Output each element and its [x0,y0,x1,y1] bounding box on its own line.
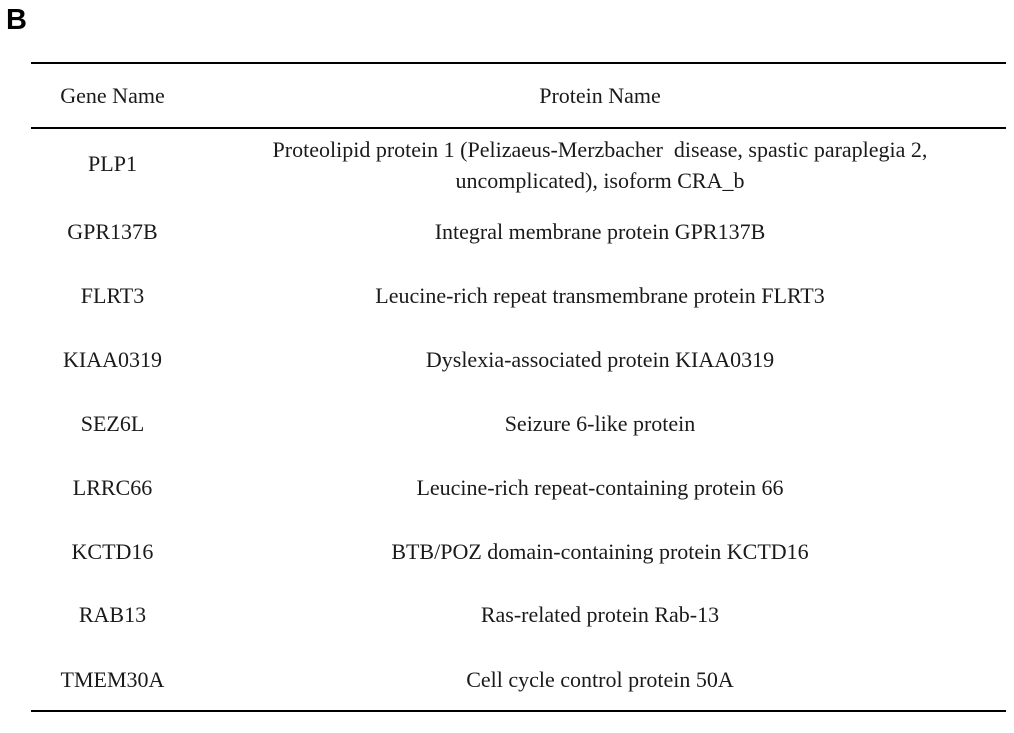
protein-name-cell: Proteolipid protein 1 (Pelizaeus-Merzbac… [194,134,1006,196]
gene-name-cell: PLP1 [88,151,137,176]
column-header-gene: Gene Name [60,83,165,108]
column-header-protein: Protein Name [539,83,661,108]
gene-name-cell: KIAA0319 [63,347,162,372]
table-top-rule [31,62,1006,64]
protein-name-cell: Dyslexia-associated protein KIAA0319 [425,347,775,372]
gene-name-cell: SEZ6L [80,411,145,436]
protein-name-cell: BTB/POZ domain-containing protein KCTD16 [391,539,809,564]
protein-name-line: Proteolipid protein 1 (Pelizaeus-Merzbac… [272,137,928,162]
protein-name-cell: Leucine-rich repeat transmembrane protei… [375,283,825,308]
protein-name-line: uncomplicated), isoform CRA_b [455,168,745,193]
panel-label: B [6,4,27,36]
gene-name-cell: TMEM30A [60,667,165,692]
protein-name-cell: Leucine-rich repeat-containing protein 6… [416,475,784,500]
gene-name-cell: KCTD16 [71,539,154,564]
gene-name-cell: LRRC66 [72,475,153,500]
gene-name-cell: FLRT3 [80,283,145,308]
table-bottom-rule [31,710,1006,712]
protein-name-cell: Seizure 6-like protein [504,411,696,436]
protein-name-cell: Ras-related protein Rab-13 [480,602,720,627]
protein-name-cell: Cell cycle control protein 50A [466,667,734,692]
protein-name-cell: Integral membrane protein GPR137B [434,219,766,244]
gene-name-cell: RAB13 [78,602,147,627]
gene-name-cell: GPR137B [67,219,158,244]
table-header-rule [31,127,1006,129]
